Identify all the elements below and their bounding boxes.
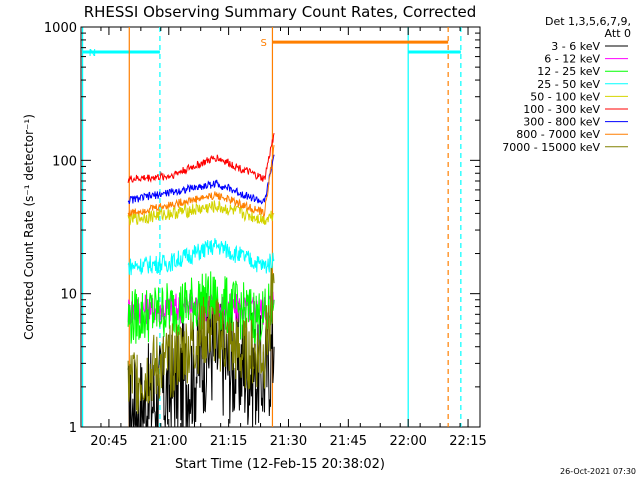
y-tick-label: 1 — [69, 421, 77, 436]
x-tick-label: 21:30 — [270, 434, 307, 449]
legend-header-line-1: Det 1,3,5,6,7,9, — [545, 15, 631, 28]
legend-entry-label: 3 - 6 keV — [551, 40, 600, 53]
y-tick-label: 10 — [60, 288, 77, 303]
generated-timestamp: 26-Oct-2021 07:30 — [560, 467, 636, 476]
legend-entry-label: 50 - 100 keV — [530, 90, 600, 103]
legend-entry-label: 800 - 7000 keV — [516, 128, 600, 141]
x-tick-label: 21:15 — [210, 434, 247, 449]
series-line — [127, 293, 275, 428]
x-tick-label: 22:00 — [389, 434, 426, 449]
y-tick-label: 1000 — [44, 21, 77, 36]
series-line — [127, 238, 275, 276]
flag-label: N — [89, 48, 96, 59]
legend-header-line-2: Att 0 — [605, 27, 631, 40]
series-line — [127, 132, 275, 184]
x-axis-label: Start Time (12-Feb-15 20:38:02) — [175, 457, 385, 472]
x-tick-label: 21:45 — [330, 434, 367, 449]
series-line — [127, 271, 275, 345]
legend-entry-label: 12 - 25 keV — [537, 65, 600, 78]
y-axis-ticks: 1 10 100 1000 — [44, 21, 480, 436]
legend-entry-label: 25 - 50 keV — [537, 78, 600, 91]
x-axis-ticks: 20:45 21:00 21:15 21:30 21:45 22:00 22:15 — [80, 27, 487, 449]
chart-title: RHESSI Observing Summary Count Rates, Co… — [84, 3, 477, 21]
series-line — [127, 200, 275, 226]
x-tick-label: 22:15 — [449, 434, 486, 449]
legend-entry-label: 6 - 12 keV — [544, 53, 600, 66]
x-tick-label: 21:00 — [150, 434, 187, 449]
legend-entry-label: 100 - 300 keV — [523, 103, 600, 116]
y-tick-label: 100 — [52, 154, 77, 169]
series-lines — [127, 132, 275, 428]
series-line — [127, 267, 275, 414]
legend-entry-label: 7000 - 15000 keV — [502, 141, 600, 154]
legend-entry-label: 300 - 800 keV — [523, 116, 600, 129]
series-line — [127, 145, 275, 219]
observing-flags: NS — [81, 27, 462, 427]
y-axis-label: Corrected Count Rate (s⁻¹ detector⁻¹) — [22, 114, 36, 340]
series-line — [127, 154, 275, 205]
x-tick-label: 20:45 — [90, 434, 127, 449]
flag-label: S — [260, 38, 266, 49]
